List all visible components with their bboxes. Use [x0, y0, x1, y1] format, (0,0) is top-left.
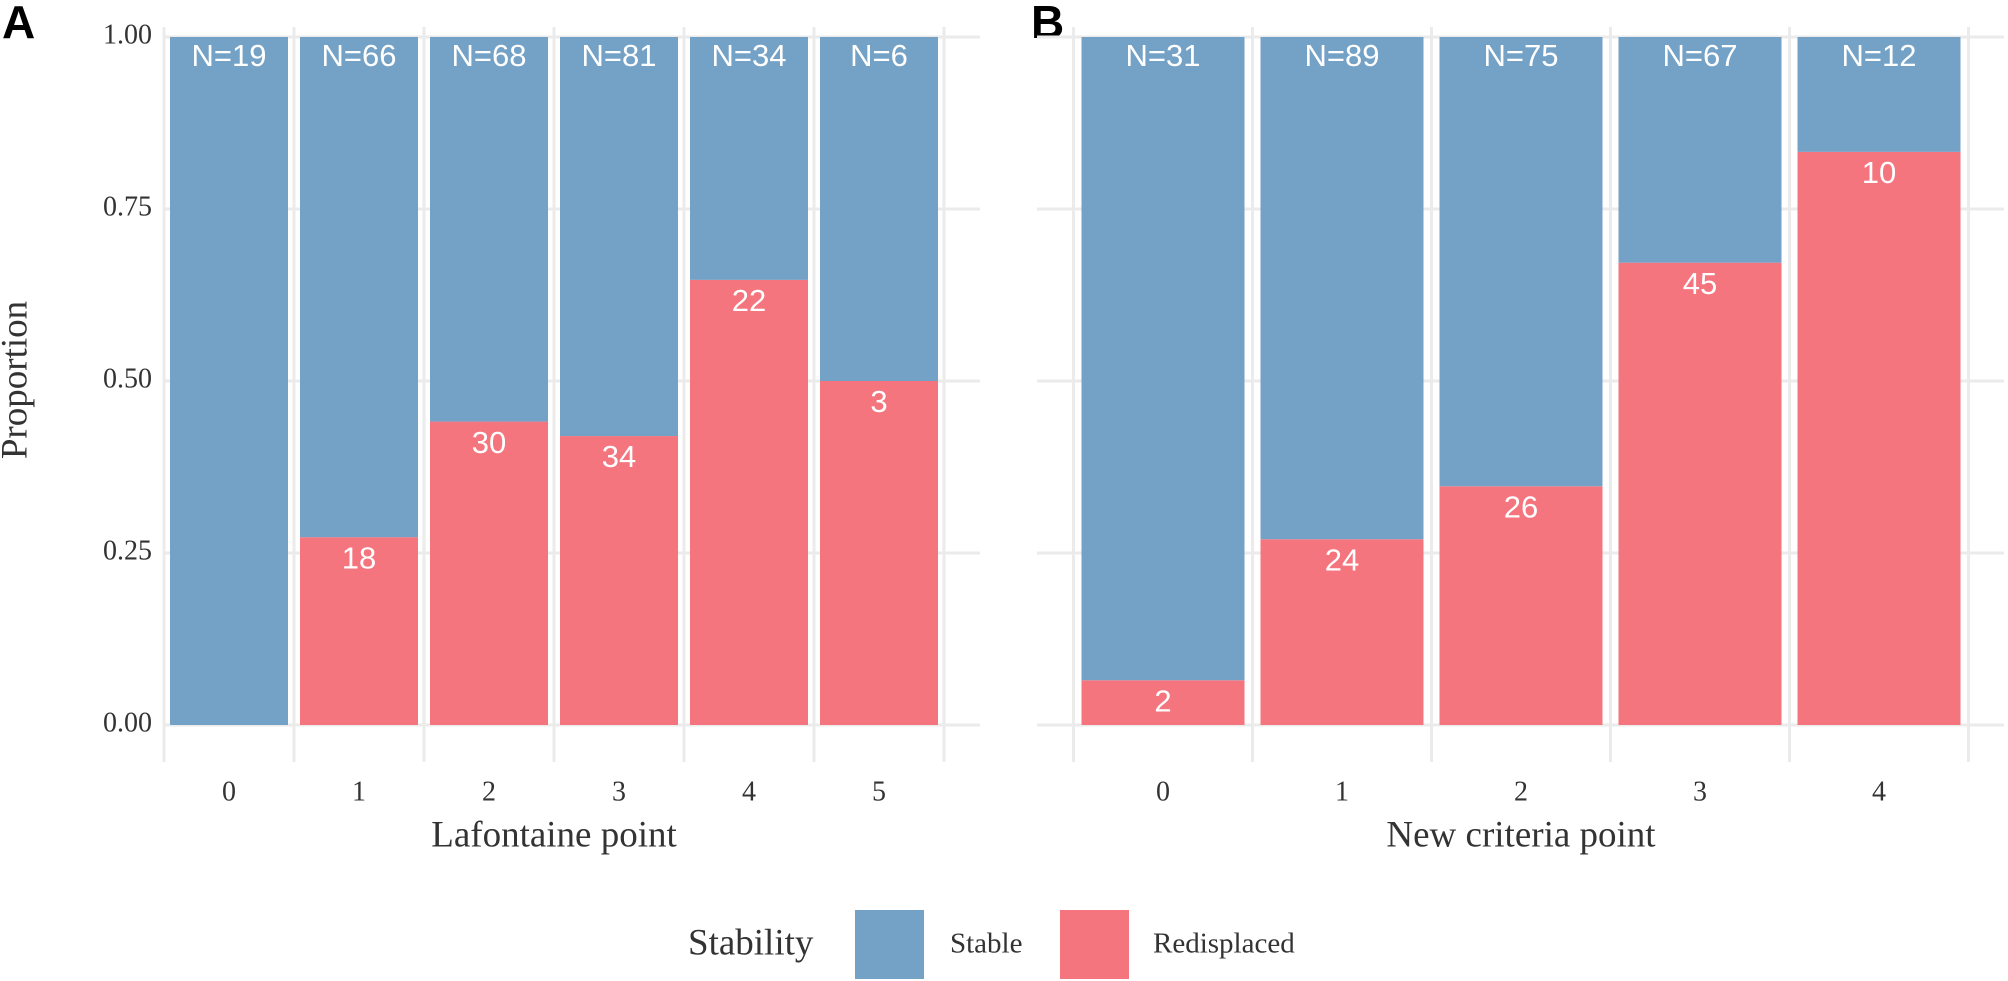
bar-segment	[1260, 539, 1424, 725]
total-label: N=31	[1126, 38, 1201, 73]
count-label: 2	[1154, 683, 1171, 718]
count-label: 30	[472, 425, 506, 460]
x-tick-label: 3	[612, 776, 626, 807]
total-label: N=12	[1842, 38, 1917, 73]
bar-segment	[1797, 151, 1961, 725]
bar-segment	[430, 37, 548, 422]
bar-segment	[1797, 37, 1961, 152]
legend-title: Stability	[688, 922, 814, 963]
total-label: N=19	[192, 38, 267, 73]
bar-segment	[690, 279, 808, 725]
legend-swatch	[1060, 910, 1129, 979]
panel-letter: A	[2, 0, 35, 48]
bar-segment	[1439, 37, 1603, 487]
total-label: N=6	[850, 38, 908, 73]
total-label: N=75	[1484, 38, 1559, 73]
total-label: N=67	[1663, 38, 1738, 73]
bar-segment	[820, 37, 938, 381]
bar-segment	[820, 381, 938, 725]
x-tick-label: 1	[352, 776, 366, 807]
count-label: 10	[1862, 155, 1896, 190]
total-label: N=34	[712, 38, 787, 73]
x-tick-label: 1	[1335, 776, 1349, 807]
bar-segment	[560, 37, 678, 437]
bar-segment	[1081, 680, 1245, 725]
x-tick-label: 4	[1872, 776, 1886, 807]
count-label: 34	[602, 439, 636, 474]
total-label: N=81	[582, 38, 657, 73]
bar-segment	[1081, 37, 1245, 681]
count-label: 45	[1683, 266, 1717, 301]
total-label: N=68	[452, 38, 527, 73]
bar-segment	[170, 37, 288, 725]
y-tick-label: 0.75	[103, 191, 152, 222]
bar-segment	[1260, 37, 1424, 540]
count-label: 22	[732, 283, 766, 318]
bar-segment	[1618, 262, 1782, 725]
bar-segment	[560, 436, 678, 725]
x-tick-label: 0	[1156, 776, 1170, 807]
count-label: 24	[1325, 542, 1359, 577]
count-label: 18	[342, 540, 376, 575]
y-tick-label: 0.50	[103, 363, 152, 394]
bar-segment	[1439, 486, 1603, 725]
x-tick-label: 2	[482, 776, 496, 807]
bar-segment	[300, 537, 418, 725]
legend-swatch	[855, 910, 924, 979]
panel-letter: B	[1031, 0, 1064, 48]
total-label: N=89	[1305, 38, 1380, 73]
y-tick-label: 1.00	[103, 19, 152, 50]
count-label: 26	[1504, 489, 1538, 524]
bar-segment	[430, 421, 548, 725]
x-axis-title: Lafontaine point	[431, 814, 677, 855]
bar-segment	[300, 37, 418, 538]
x-tick-label: 0	[222, 776, 236, 807]
legend-label: Redisplaced	[1153, 928, 1295, 960]
count-label: 3	[870, 384, 887, 419]
bar-segment	[690, 37, 808, 280]
total-label: N=66	[322, 38, 397, 73]
y-tick-label: 0.25	[103, 535, 152, 566]
x-tick-label: 5	[872, 776, 886, 807]
x-tick-label: 2	[1514, 776, 1528, 807]
y-axis-title: Proportion	[0, 301, 35, 459]
x-tick-label: 3	[1693, 776, 1707, 807]
legend-label: Stable	[950, 928, 1023, 960]
bar-segment	[1618, 37, 1782, 263]
x-tick-label: 4	[742, 776, 756, 807]
y-tick-label: 0.00	[103, 707, 152, 738]
x-axis-title: New criteria point	[1386, 814, 1656, 855]
